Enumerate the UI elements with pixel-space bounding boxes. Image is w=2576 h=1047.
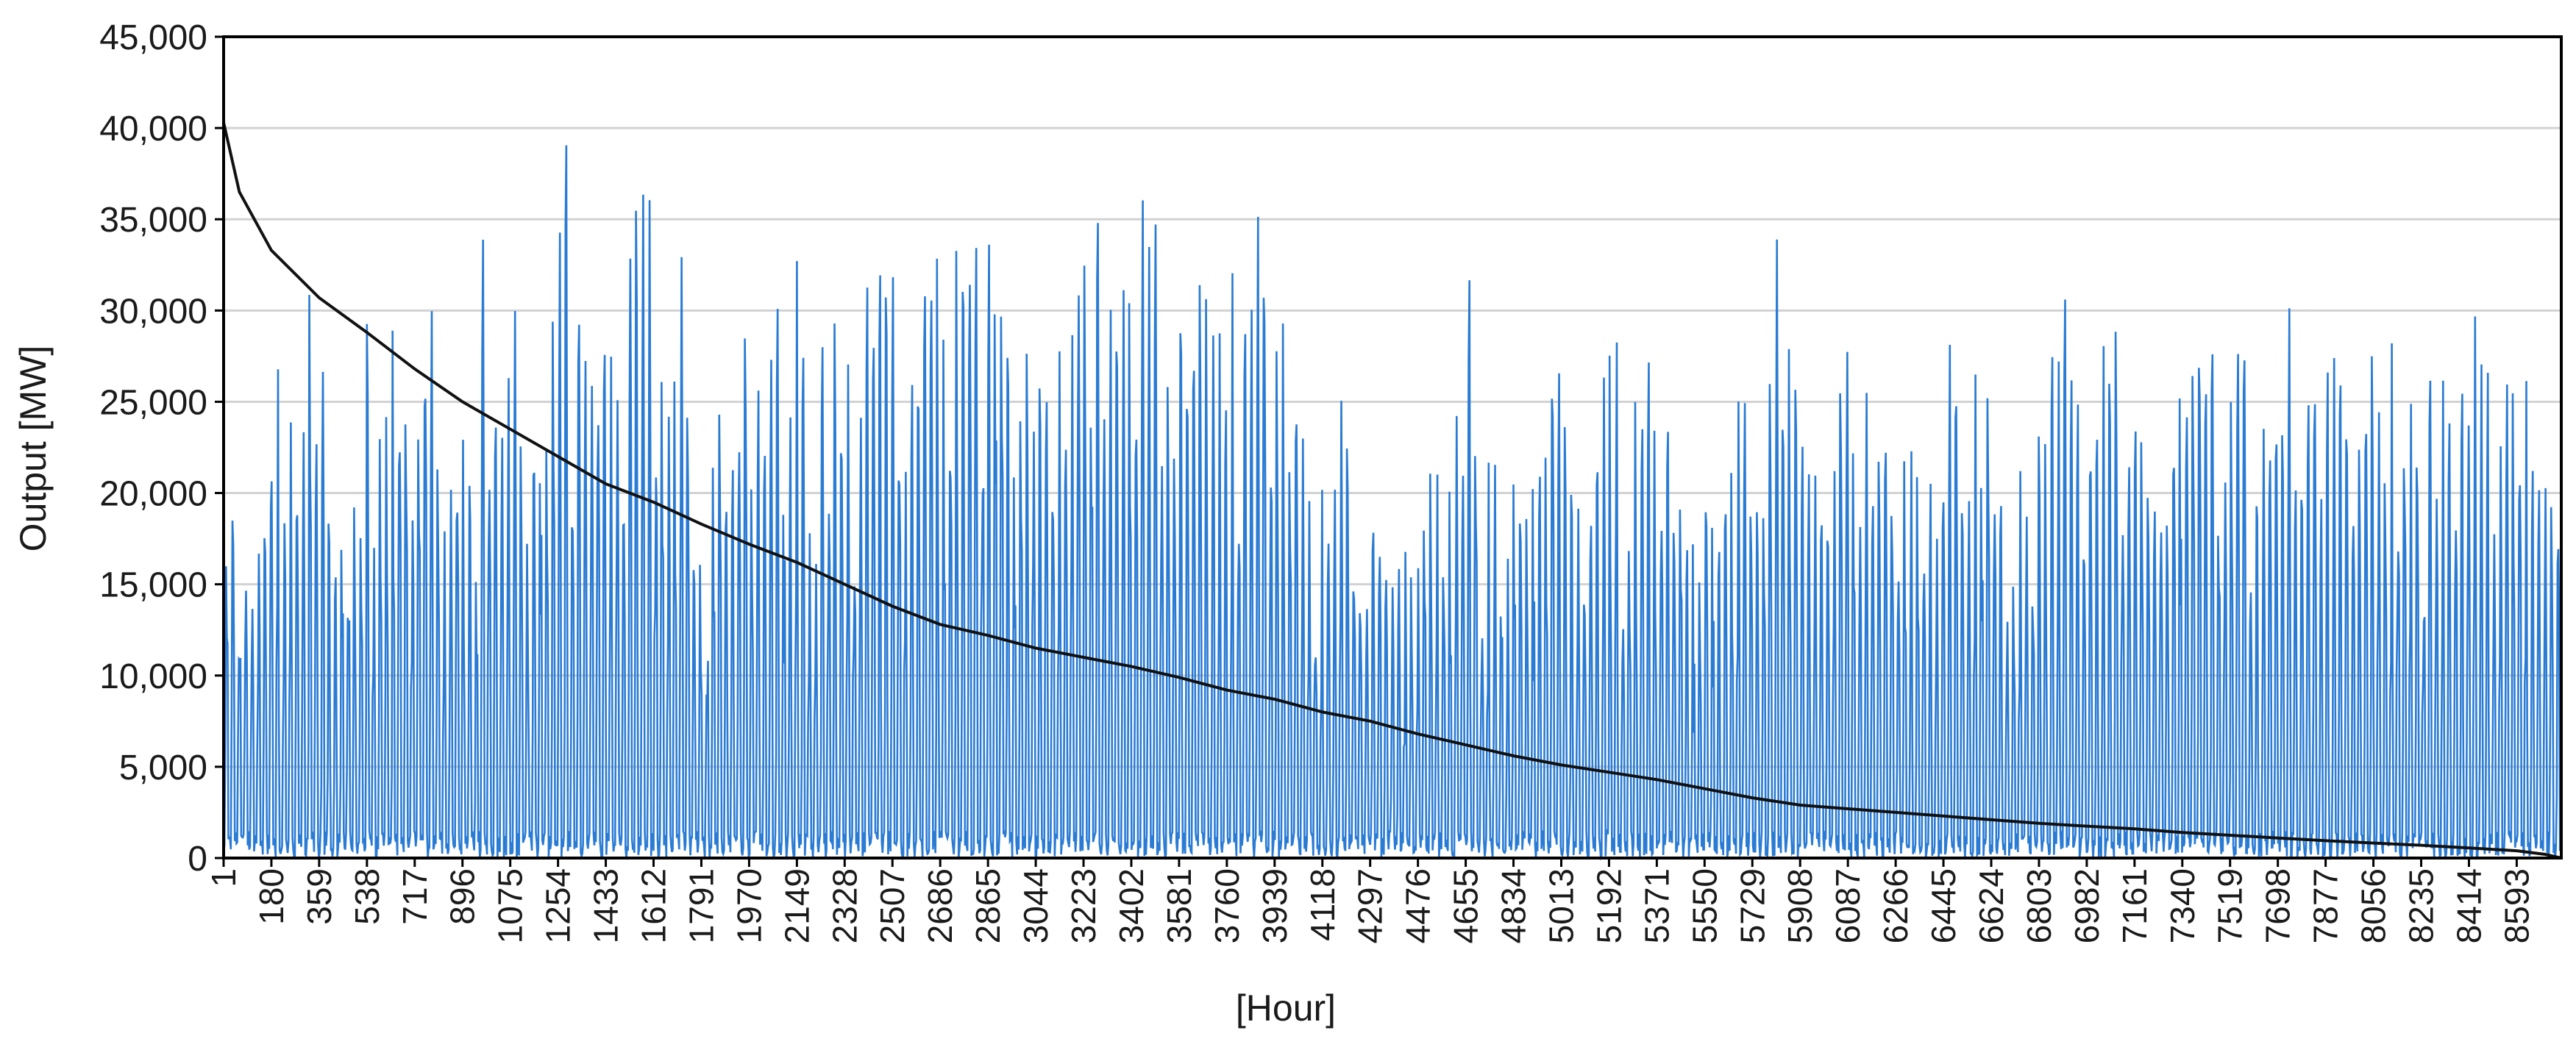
y-tick-label: 30,000 — [99, 292, 207, 331]
y-tick-label: 0 — [188, 840, 207, 879]
x-tick-label: 7340 — [2163, 868, 2202, 943]
x-tick-label: 6087 — [1829, 868, 1867, 943]
x-tick-label: 3044 — [1017, 868, 1055, 943]
x-tick-label: 3939 — [1256, 868, 1294, 943]
x-tick-label: 6803 — [2020, 868, 2058, 943]
x-tick-label: 4118 — [1303, 868, 1342, 941]
x-tick-label: 6445 — [1924, 868, 1963, 943]
x-tick-label: 5908 — [1781, 868, 1819, 943]
y-axis-ticks: 0 5,000 10,000 15,000 20,000 25,000 30,000 35,0… — [99, 18, 224, 879]
x-tick-label: 1433 — [587, 868, 625, 943]
x-tick-label: 5729 — [1733, 868, 1771, 943]
x-tick-label: 8593 — [2497, 868, 2536, 943]
series-layer — [222, 122, 2562, 861]
x-tick-label: 8235 — [2402, 868, 2441, 943]
y-tick-label: 20,000 — [99, 475, 207, 514]
x-tick-label: 896 — [444, 868, 482, 925]
y-tick-label: 25,000 — [99, 383, 207, 422]
series-hourly-output-line — [222, 145, 2562, 861]
x-tick-label: 1970 — [730, 868, 768, 943]
gridlines — [224, 126, 2561, 768]
y-tick-label: 40,000 — [99, 110, 207, 149]
x-tick-label: 1 — [204, 868, 243, 887]
series-duration-curve-line — [222, 122, 2562, 860]
x-tick-label: 8414 — [2449, 868, 2488, 943]
x-tick-label: 180 — [252, 868, 291, 925]
x-tick-label: 5013 — [1542, 868, 1580, 943]
x-tick-label: 4655 — [1447, 868, 1485, 943]
x-tick-label: 2149 — [778, 868, 816, 943]
x-tick-label: 3402 — [1112, 868, 1150, 943]
x-tick-label: 5371 — [1637, 868, 1676, 943]
y-tick-label: 45,000 — [99, 18, 207, 57]
x-tick-label: 6266 — [1876, 868, 1915, 943]
x-tick-label: 7161 — [2116, 868, 2154, 943]
x-tick-label: 4476 — [1399, 868, 1437, 943]
x-tick-label: 717 — [396, 868, 434, 925]
x-tick-label: 4297 — [1351, 868, 1390, 943]
x-tick-label: 8056 — [2355, 868, 2393, 943]
x-tick-label: 5192 — [1590, 868, 1628, 943]
y-tick-label: 15,000 — [99, 566, 207, 605]
y-tick-label: 10,000 — [99, 657, 207, 696]
x-tick-label: 1612 — [635, 868, 673, 943]
x-axis-title: [Hour] — [1236, 987, 1336, 1029]
x-tick-label: 1254 — [539, 868, 577, 943]
x-tick-label: 6982 — [2068, 868, 2106, 943]
x-tick-label: 2507 — [873, 868, 911, 943]
x-tick-label: 3223 — [1064, 868, 1103, 943]
x-axis-ticks: 1 180 359 538 717 896 1075 1254 1433 1612 1791 1970… — [204, 858, 2536, 943]
x-tick-label: 7519 — [2211, 868, 2249, 943]
x-tick-label: 359 — [300, 868, 338, 925]
x-tick-label: 3581 — [1160, 868, 1198, 943]
y-tick-label: 5,000 — [119, 748, 207, 787]
plot-frame — [222, 35, 2563, 860]
x-tick-label: 1791 — [682, 868, 720, 943]
x-tick-label: 2865 — [969, 868, 1007, 943]
x-tick-label: 2686 — [921, 868, 959, 943]
y-tick-label: 35,000 — [99, 201, 207, 240]
x-tick-label: 7877 — [2307, 868, 2345, 943]
x-tick-label: 7698 — [2259, 868, 2297, 943]
x-tick-label: 6624 — [1972, 868, 2010, 943]
x-tick-label: 4834 — [1495, 868, 1533, 943]
x-tick-label: 1075 — [491, 868, 530, 943]
x-tick-label: 2328 — [825, 868, 864, 943]
x-tick-label: 5550 — [1685, 868, 1723, 943]
y-axis-title: Output [MW] — [13, 346, 54, 552]
x-tick-label: 538 — [348, 868, 386, 925]
x-tick-label: 3760 — [1208, 868, 1246, 943]
